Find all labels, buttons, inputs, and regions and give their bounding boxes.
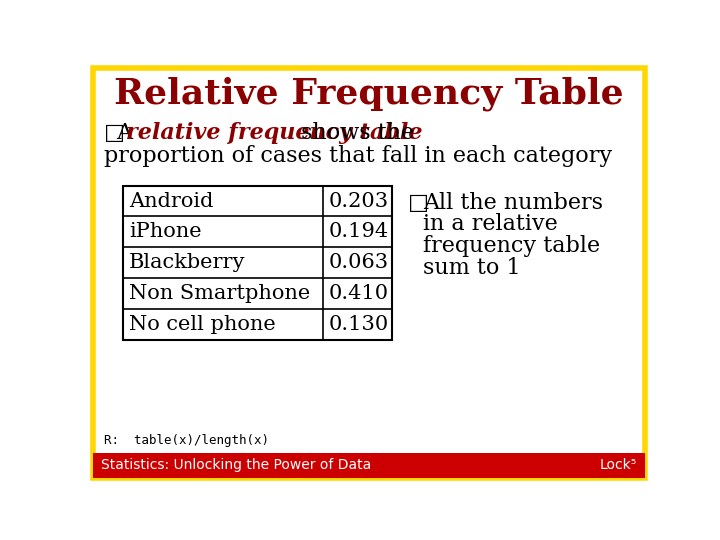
Bar xyxy=(93,453,645,477)
Text: 0.203: 0.203 xyxy=(329,192,389,211)
Text: Non Smartphone: Non Smartphone xyxy=(129,284,310,303)
Text: R:  table(x)/length(x): R: table(x)/length(x) xyxy=(104,434,269,447)
Text: 0.194: 0.194 xyxy=(329,222,389,241)
Text: sum to 1: sum to 1 xyxy=(423,256,521,279)
Text: Statistics: Unlocking the Power of Data: Statistics: Unlocking the Power of Data xyxy=(101,458,371,472)
Text: frequency table: frequency table xyxy=(423,235,600,257)
Text: in a relative: in a relative xyxy=(423,213,558,235)
Text: Relative Frequency Table: Relative Frequency Table xyxy=(114,77,624,111)
Text: Blackberry: Blackberry xyxy=(129,253,246,272)
Text: relative frequency table: relative frequency table xyxy=(127,122,423,144)
Bar xyxy=(122,186,392,340)
Text: shows the: shows the xyxy=(294,122,414,144)
Text: □: □ xyxy=(408,192,428,214)
Text: A: A xyxy=(117,122,140,144)
Text: iPhone: iPhone xyxy=(129,222,202,241)
Text: Android: Android xyxy=(129,192,213,211)
Text: Lock⁵: Lock⁵ xyxy=(600,458,637,472)
Text: All the numbers: All the numbers xyxy=(423,192,603,214)
Text: proportion of cases that fall in each category: proportion of cases that fall in each ca… xyxy=(104,145,612,167)
Text: 0.410: 0.410 xyxy=(329,284,389,303)
Text: 0.130: 0.130 xyxy=(329,315,389,334)
Text: No cell phone: No cell phone xyxy=(129,315,276,334)
Text: 0.063: 0.063 xyxy=(329,253,389,272)
Text: □: □ xyxy=(104,122,125,144)
